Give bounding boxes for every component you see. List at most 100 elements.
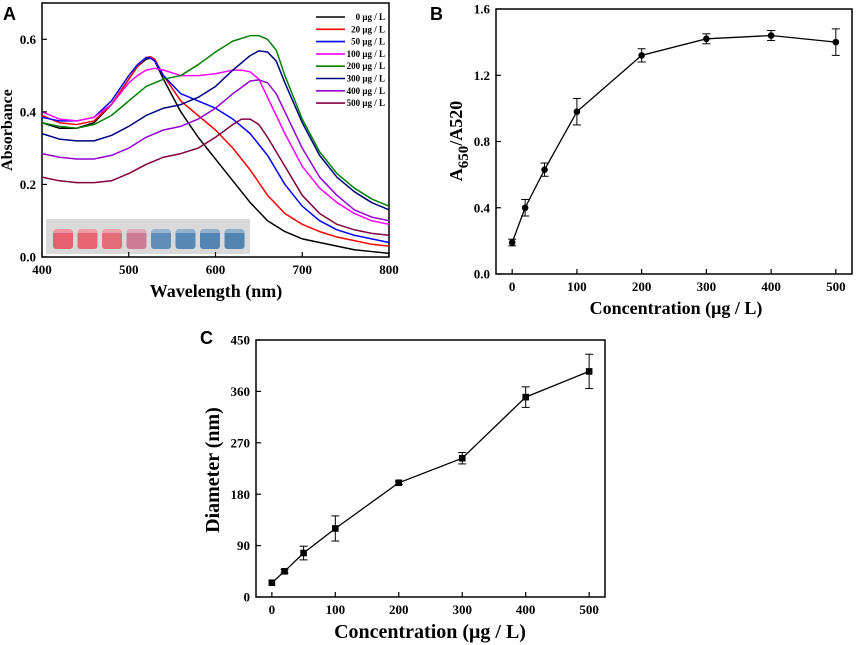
series-line — [271, 370, 590, 584]
vial — [126, 229, 147, 249]
x-tick-label: 100 — [567, 279, 587, 294]
x-tick-label: 100 — [326, 602, 346, 617]
y-tick-label: 0.0 — [20, 250, 36, 265]
data-point — [573, 108, 581, 115]
y-axis-title-c: Diameter (nm) — [202, 407, 224, 533]
series-line-6 — [41, 79, 390, 222]
y-axis-title-a: Absorbance — [0, 89, 16, 171]
data-point — [638, 52, 645, 59]
y-axis-ticks-c: 0 90 180 270 360 450 — [231, 333, 261, 605]
data-point — [767, 32, 775, 39]
spectra-series — [41, 34, 390, 255]
y-tick-label: 450 — [231, 333, 251, 348]
y-tick-label: 0.4 — [474, 200, 491, 215]
y-tick-label: 180 — [231, 487, 251, 502]
legend-label: 0 μg / L — [356, 12, 385, 22]
vial-rim — [102, 229, 122, 233]
plot-frame-b — [495, 8, 853, 275]
data-point — [703, 35, 710, 43]
x-axis-title-c: Concentration (μg / L) — [334, 621, 526, 643]
y-axis-title-b-rest: /A520 — [446, 101, 466, 147]
legend-a: 0 μg / L 20 μg / L 50 μg / L 100 μg / L 200 … — [316, 12, 385, 108]
vial — [53, 229, 73, 249]
x-tick-label: 700 — [293, 262, 313, 277]
vial — [151, 229, 171, 249]
y-tick-label: 0.2 — [20, 177, 36, 192]
vial — [175, 229, 196, 249]
data-point — [585, 368, 593, 375]
vial-inset — [46, 219, 250, 254]
x-tick-label: 800 — [379, 262, 399, 277]
vial — [102, 229, 122, 249]
y-tick-label: 0 — [244, 590, 251, 605]
series-line-1 — [41, 55, 390, 247]
series-line — [511, 34, 836, 243]
panel-letter-c: C — [200, 328, 213, 348]
y-tick-label: 0.6 — [20, 32, 37, 47]
x-tick-label: 400 — [761, 279, 781, 294]
legend-label: 50 μg / L — [351, 37, 385, 47]
vial — [77, 229, 98, 249]
y-axis-ticks-b: 0.0 0.4 0.8 1.2 1.6 — [474, 2, 501, 282]
vial-rim — [151, 229, 171, 233]
y-axis-title-b-a: A — [446, 168, 466, 181]
y-tick-label: 0.0 — [474, 267, 490, 282]
data-point — [508, 239, 516, 246]
series-line-5 — [41, 50, 390, 211]
data-point — [300, 549, 307, 557]
y-tick-label: 270 — [231, 435, 251, 450]
x-axis-title-b: Concentration (μg / L) — [590, 298, 763, 319]
data-point — [521, 204, 529, 212]
x-tick-label: 400 — [32, 262, 52, 277]
data-point — [332, 525, 339, 532]
y-tick-label: 90 — [237, 538, 250, 553]
panel-letter-b: B — [430, 4, 443, 24]
vial-rim — [200, 229, 220, 233]
series-line-4 — [41, 34, 390, 207]
chart-panel-c: 0 100 200 300 400 500 0 90 180 270 360 450 Concent… — [202, 333, 606, 643]
legend-label: 500 μg / L — [347, 98, 385, 108]
data-point — [395, 479, 403, 487]
legend-label: 20 μg / L — [351, 24, 385, 34]
legend-label: 200 μg / L — [347, 61, 385, 71]
series-line-7 — [41, 118, 390, 236]
data-point — [458, 454, 466, 462]
x-tick-label: 200 — [632, 279, 652, 294]
ratio-series — [508, 28, 840, 247]
y-tick-label: 360 — [231, 384, 251, 399]
x-tick-label: 600 — [206, 262, 226, 277]
vial-rim — [53, 229, 73, 233]
x-tick-label: 500 — [579, 602, 599, 617]
legend-label: 300 μg / L — [347, 74, 385, 84]
data-point — [541, 166, 548, 173]
x-tick-label: 300 — [697, 279, 717, 294]
x-axis-title-a: Wavelength (nm) — [150, 281, 283, 302]
legend-label: 100 μg / L — [347, 49, 385, 59]
data-point — [268, 579, 276, 587]
panel-letter-a: A — [3, 4, 16, 24]
chart-panel-a: 400 500 600 700 800 0.0 0.2 0.4 0.6 0 μg / L 20 … — [0, 2, 399, 302]
x-tick-label: 500 — [826, 279, 846, 294]
x-axis-ticks-c: 0 100 200 300 400 500 — [269, 592, 599, 617]
x-axis-ticks-a: 400 500 600 700 800 — [32, 252, 399, 277]
series-line-3 — [41, 67, 390, 226]
vial-rim — [126, 229, 147, 233]
data-point — [522, 393, 529, 401]
y-tick-label: 0.8 — [474, 134, 491, 149]
y-tick-label: 1.6 — [474, 2, 491, 17]
plot-frame-c — [255, 339, 606, 598]
chart-panel-b: 0 100 200 300 400 500 0.0 0.4 0.8 1.2 1.6 Concent… — [446, 2, 853, 319]
y-axis-title-b-sub: 650 — [456, 146, 472, 169]
x-tick-label: 0 — [269, 602, 276, 617]
vial-rim — [175, 229, 196, 233]
y-axis-ticks-a: 0.0 0.2 0.4 0.6 — [20, 32, 47, 265]
legend-label: 400 μg / L — [347, 86, 385, 96]
y-tick-label: 0.4 — [20, 104, 37, 119]
vial — [200, 229, 220, 249]
vial-rim — [224, 229, 245, 233]
diameter-series — [268, 353, 594, 587]
x-tick-label: 300 — [452, 602, 472, 617]
y-tick-label: 1.2 — [474, 68, 490, 83]
x-tick-label: 400 — [516, 602, 536, 617]
